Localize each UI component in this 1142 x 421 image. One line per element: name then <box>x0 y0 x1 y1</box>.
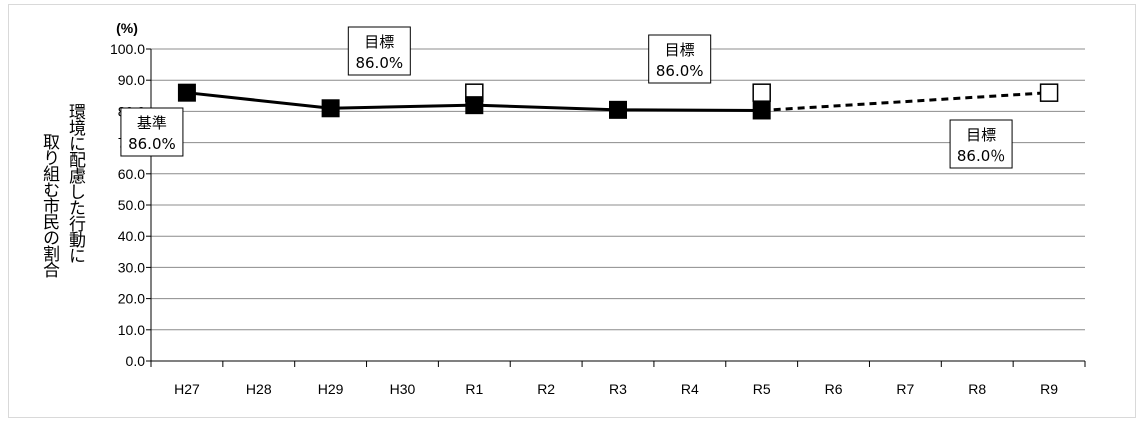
annotation-box: 目標 86.0％ <box>949 119 1013 169</box>
x-tick-label: H30 <box>390 381 416 397</box>
annotation-box: 目標 86.0% <box>648 34 712 84</box>
target-marker <box>752 83 771 102</box>
y-tick-label: 30.0 <box>118 259 145 275</box>
annotation-border <box>347 26 411 76</box>
target-marker <box>1039 83 1059 102</box>
chart-frame: 0.010.020.030.040.050.060.070.080.090.01… <box>8 4 1136 418</box>
annotation-box: 目標 86.0% <box>347 26 411 76</box>
actual-marker <box>177 83 196 102</box>
y-tick-label: 90.0 <box>118 72 145 88</box>
annotation-box: 基準 86.0% <box>120 107 184 157</box>
actual-marker <box>321 99 340 118</box>
x-tick-label: R7 <box>896 381 914 397</box>
annotation-title: 基準 <box>137 114 167 132</box>
annotation-value: 86.0% <box>355 54 403 72</box>
y-tick-label: 20.0 <box>118 291 145 307</box>
x-tick-label: R8 <box>968 381 986 397</box>
line-chart: 0.010.020.030.040.050.060.070.080.090.01… <box>39 20 1086 397</box>
x-tick-label: R4 <box>681 381 699 397</box>
annotation-border <box>120 107 184 157</box>
series <box>177 83 1059 120</box>
y-axis-label-line-1: 環境に配慮した行動に <box>65 103 86 263</box>
labels: 基準 86.0% 目標 86.0% 目標 86.0% 目標 86.0％ <box>120 26 1013 169</box>
x-tick-label: R2 <box>537 381 555 397</box>
y-tick-label: 50.0 <box>118 197 145 213</box>
y-axis-label-line-2: 取り組む市民の割合 <box>39 133 60 278</box>
x-tick-label: R3 <box>609 381 627 397</box>
axes: 0.010.020.030.040.050.060.070.080.090.01… <box>110 41 1086 397</box>
x-tick-label: R5 <box>753 381 771 397</box>
x-tick-label: H28 <box>246 381 272 397</box>
annotation-title: 目標 <box>364 33 394 51</box>
x-tick-label: R1 <box>465 381 483 397</box>
y-tick-label: 10.0 <box>118 322 145 338</box>
y-tick-label: 40.0 <box>118 228 145 244</box>
x-tick-label: R9 <box>1040 381 1058 397</box>
y-tick-label: 0.0 <box>126 353 146 369</box>
annotation-value: 86.0% <box>128 135 176 153</box>
annotation-border <box>949 119 1013 169</box>
annotation-title: 目標 <box>665 41 695 59</box>
y-unit-label: (%) <box>116 20 138 36</box>
annotation-title: 目標 <box>966 126 996 144</box>
actual-marker <box>752 101 771 120</box>
y-tick-label: 60.0 <box>118 166 145 182</box>
x-tick-label: H29 <box>318 381 344 397</box>
actual-marker <box>465 96 484 115</box>
annotation-value: 86.0% <box>656 62 704 80</box>
x-tick-label: R6 <box>825 381 843 397</box>
y-tick-label: 100.0 <box>110 41 145 57</box>
x-tick-label: H27 <box>174 381 200 397</box>
annotation-value: 86.0％ <box>957 147 1005 165</box>
annotation-border <box>648 34 712 84</box>
gridlines <box>151 48 1085 331</box>
actual-marker <box>609 100 627 119</box>
dashed-projection-line <box>761 91 1050 112</box>
